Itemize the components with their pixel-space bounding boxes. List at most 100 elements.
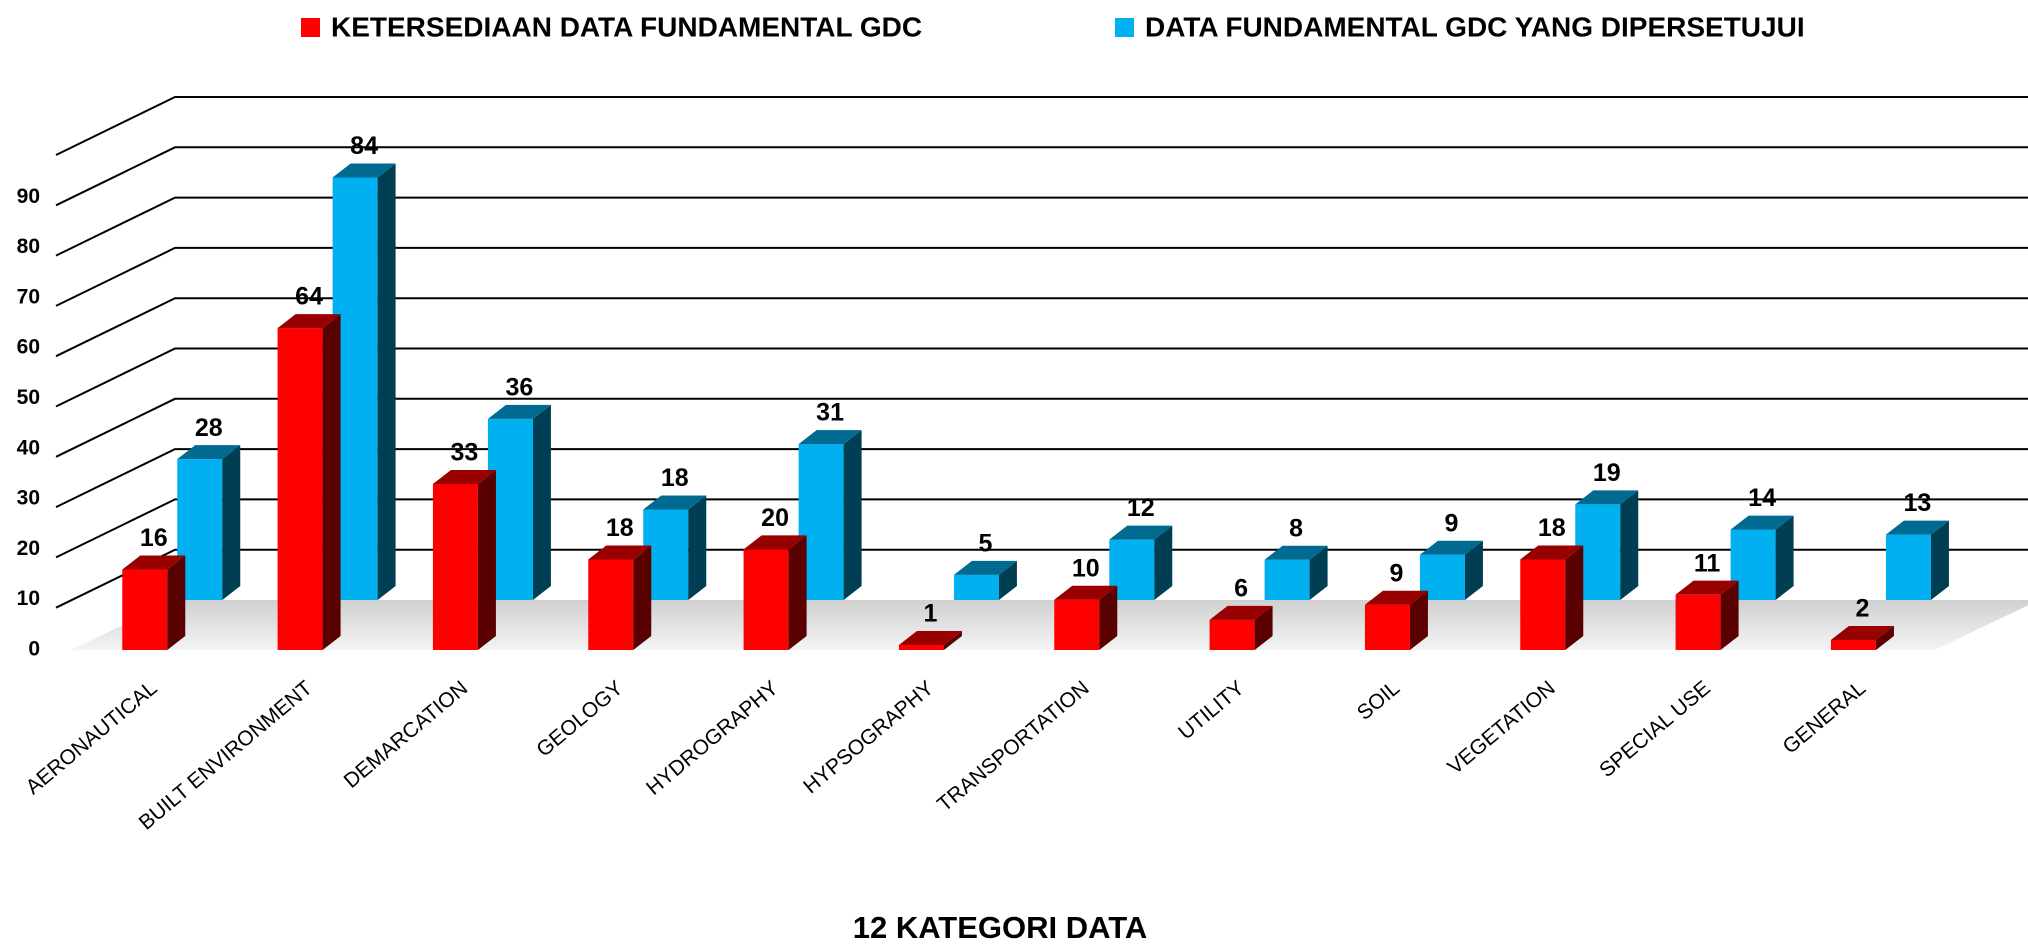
- bar-front: [1520, 559, 1566, 650]
- bar-front: [1885, 534, 1931, 600]
- value-label: 33: [451, 439, 479, 467]
- bar: [1209, 605, 1273, 650]
- bar: [1109, 525, 1173, 600]
- x-tick-label: UTILITY: [1174, 676, 1249, 744]
- bar-front: [743, 549, 789, 650]
- bar: [1264, 545, 1328, 600]
- bar: [177, 445, 241, 600]
- bar-top: [1520, 545, 1584, 560]
- y-tick-label: 50: [17, 386, 40, 409]
- bar-top: [1109, 525, 1173, 540]
- bar: [588, 545, 652, 650]
- bar-top: [798, 430, 862, 445]
- bar-side: [167, 555, 186, 650]
- bar-top: [1419, 540, 1483, 555]
- bar-side: [1154, 525, 1173, 600]
- bar-side: [1254, 605, 1273, 650]
- bar-front: [277, 328, 323, 650]
- bar-top: [277, 314, 341, 329]
- bar-front: [1264, 559, 1310, 600]
- grid-line: [55, 498, 2028, 559]
- bar-top: [487, 404, 551, 419]
- value-label: 1: [923, 600, 937, 628]
- bar: [487, 404, 551, 600]
- bar: [898, 630, 962, 650]
- bar-top: [332, 163, 396, 178]
- value-label: 8: [1289, 514, 1303, 542]
- bar-side: [1875, 625, 1894, 650]
- y-tick-label: 0: [28, 638, 40, 661]
- bar: [953, 560, 1017, 600]
- legend-swatch: [1115, 18, 1134, 37]
- bar-side: [1565, 545, 1584, 650]
- bar-front: [1830, 639, 1876, 650]
- x-tick-label: SPECIAL USE: [1595, 676, 1715, 782]
- bar-top: [1830, 625, 1894, 640]
- bar: [1885, 520, 1949, 600]
- y-tick-label: 40: [17, 436, 40, 459]
- bar-side: [998, 560, 1017, 600]
- value-label: 2: [1855, 595, 1869, 623]
- value-label: 12: [1127, 494, 1155, 522]
- value-label: 18: [606, 514, 634, 542]
- bar-top: [1364, 590, 1428, 605]
- value-label: 18: [661, 464, 689, 492]
- grid-line: [55, 448, 2028, 508]
- bar-front: [122, 569, 168, 650]
- bar-top: [1675, 580, 1739, 595]
- bar-side: [1620, 490, 1639, 600]
- y-tick-label: 90: [17, 185, 40, 208]
- value-label: 28: [195, 414, 223, 442]
- bar-side: [377, 163, 396, 601]
- value-label: 18: [1538, 514, 1566, 542]
- bar-top: [953, 560, 1017, 575]
- x-tick-label: DEMARCATION: [340, 676, 472, 792]
- bar-side: [843, 430, 862, 600]
- value-label: 31: [816, 399, 844, 427]
- bar-top: [1054, 585, 1118, 600]
- bar-top: [588, 545, 652, 560]
- bar-front: [1054, 599, 1100, 650]
- bar-side: [788, 535, 807, 650]
- bar-side: [1720, 580, 1739, 650]
- bar: [1830, 625, 1894, 650]
- bar-top: [743, 535, 807, 550]
- bar-top: [1575, 490, 1639, 505]
- x-tick-label: HYPSOGRAPHY: [799, 676, 938, 798]
- value-label: 9: [1444, 509, 1458, 537]
- bar: [743, 535, 807, 650]
- bar-front: [432, 484, 478, 650]
- y-tick-label: 10: [17, 587, 40, 610]
- bar-top: [1264, 545, 1328, 560]
- value-label: 19: [1593, 459, 1621, 487]
- value-label: 13: [1904, 489, 1932, 517]
- bar-side: [532, 404, 551, 600]
- bar-side: [1930, 520, 1949, 600]
- bar-side: [1099, 585, 1118, 650]
- bar-top: [177, 445, 241, 460]
- bar: [798, 430, 862, 600]
- bar-side: [1775, 515, 1794, 600]
- bar-side: [633, 545, 652, 650]
- bar-side: [1464, 540, 1483, 600]
- bar-top: [643, 495, 707, 510]
- y-tick-label: 30: [17, 487, 40, 510]
- bar-front: [898, 644, 944, 650]
- bar: [1419, 540, 1483, 600]
- value-label: 11: [1694, 549, 1721, 577]
- bar-front: [1209, 619, 1255, 650]
- legend-label: DATA FUNDAMENTAL GDC YANG DIPERSETUJUI: [1145, 11, 1805, 42]
- bar-top: [1730, 515, 1794, 530]
- value-label: 14: [1748, 484, 1776, 512]
- x-tick-label: SOIL: [1353, 676, 1404, 724]
- x-tick-label: VEGETATION: [1443, 676, 1559, 779]
- bar: [432, 470, 496, 650]
- bar-front: [953, 574, 999, 600]
- value-label: 20: [761, 504, 789, 532]
- bar: [1730, 515, 1794, 600]
- legend-label: KETERSEDIAAN DATA FUNDAMENTAL GDC: [331, 11, 922, 42]
- bar-top: [1209, 605, 1273, 620]
- legend-swatch: [301, 18, 320, 37]
- bar-front: [588, 559, 634, 650]
- x-tick-label: BUILT ENVIRONMENT: [135, 676, 317, 834]
